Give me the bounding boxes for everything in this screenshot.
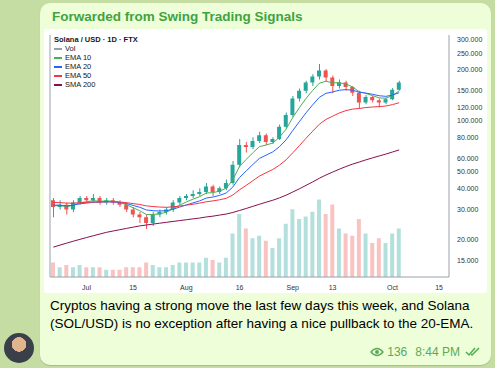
html-text:EMA 10: EMA 10 xyxy=(65,53,92,62)
svg-text:300.000: 300.000 xyxy=(457,36,482,43)
svg-text:15: 15 xyxy=(129,284,137,291)
svg-text:Jul: Jul xyxy=(82,284,91,291)
svg-text:150.000: 150.000 xyxy=(457,87,482,94)
svg-text:100.000: 100.000 xyxy=(457,117,482,124)
svg-text:20.000: 20.000 xyxy=(457,236,479,243)
html-text:136: 136 xyxy=(387,345,408,359)
svg-text:120.000: 120.000 xyxy=(457,104,482,111)
html-text:Solana / USD · 1D · FTX: Solana / USD · 1D · FTX xyxy=(54,35,138,44)
html-text:SMA 200: SMA 200 xyxy=(65,80,96,89)
svg-text:50.000: 50.000 xyxy=(457,168,479,175)
svg-text:Sep: Sep xyxy=(286,284,299,292)
html-text:EMA 50: EMA 50 xyxy=(65,71,92,80)
svg-text:Oct: Oct xyxy=(387,284,398,291)
svg-text:Aug: Aug xyxy=(180,284,193,292)
svg-text:15: 15 xyxy=(435,284,443,291)
svg-text:200.000: 200.000 xyxy=(457,66,482,73)
svg-text:40.000: 40.000 xyxy=(457,185,479,192)
html-text:EMA 20: EMA 20 xyxy=(65,62,92,71)
svg-text:16: 16 xyxy=(236,284,244,291)
svg-text:13: 13 xyxy=(329,284,337,291)
svg-text:250.000: 250.000 xyxy=(457,50,482,57)
html-text:Cryptos having a strong move t: Cryptos having a strong move the last fe… xyxy=(50,298,474,331)
svg-text:80.000: 80.000 xyxy=(457,134,479,141)
html-text:Forwarded from Swing Trading S: Forwarded from Swing Trading Signals xyxy=(52,9,303,24)
svg-text:15.000: 15.000 xyxy=(457,257,479,264)
svg-text:30.000: 30.000 xyxy=(457,206,479,213)
html-text:8:44 PM: 8:44 PM xyxy=(415,345,460,359)
svg-text:60.000: 60.000 xyxy=(457,155,479,162)
html-text:Vol: Vol xyxy=(65,44,76,53)
